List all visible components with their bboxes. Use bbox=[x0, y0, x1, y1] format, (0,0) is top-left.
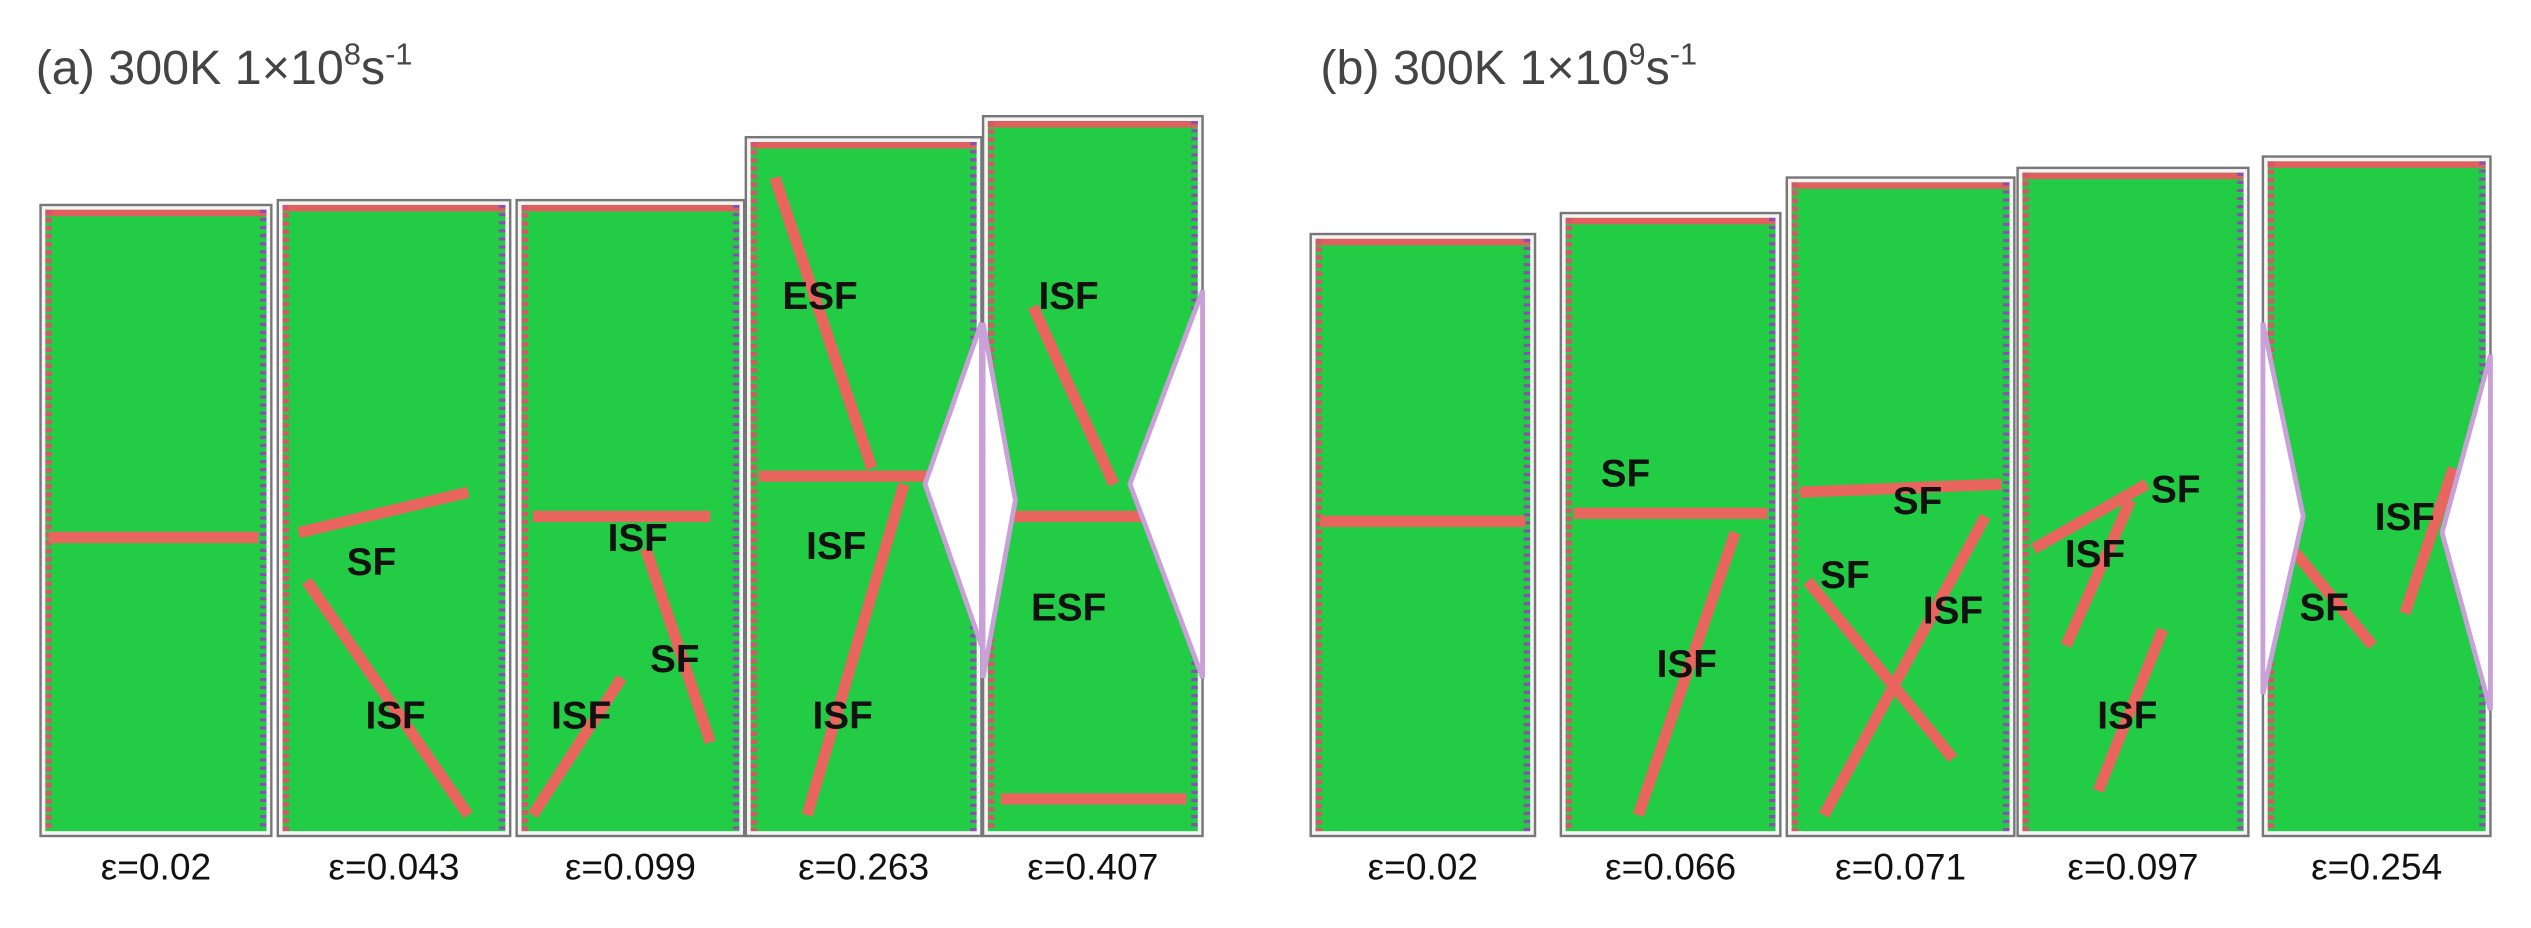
defect-label: SF bbox=[2151, 468, 2200, 511]
surface-top bbox=[282, 204, 506, 212]
crystal bbox=[1565, 217, 1776, 832]
surface-top bbox=[1791, 182, 2010, 189]
strain-label: ε=0.043 bbox=[328, 846, 459, 888]
stacking-fault bbox=[1632, 530, 1741, 817]
snapshot: ISF SF bbox=[2260, 155, 2493, 838]
strain-label: ε=0.02 bbox=[101, 846, 211, 888]
neck-notch bbox=[1127, 289, 1205, 679]
strain-label: ε=0.263 bbox=[798, 846, 929, 888]
snapshot: ISF SF ISF bbox=[515, 198, 746, 838]
surface-top bbox=[2022, 172, 2244, 180]
snapshot: ESF ISF ISF bbox=[744, 135, 984, 838]
defect-label: ISF bbox=[2375, 496, 2435, 539]
title-prefix: (b) 300K 1×10 bbox=[1320, 41, 1628, 95]
crystal bbox=[1791, 182, 2010, 832]
crystal bbox=[1315, 238, 1531, 832]
stacking-fault bbox=[769, 175, 878, 470]
surface-top bbox=[45, 209, 267, 217]
title-unit: s bbox=[361, 41, 385, 95]
stacking-fault bbox=[2030, 479, 2150, 554]
title-exponent: 9 bbox=[1629, 38, 1646, 72]
surface-top bbox=[1315, 238, 1531, 246]
defect-label: SF bbox=[2299, 586, 2348, 629]
defect-label: ISF bbox=[2097, 694, 2157, 737]
strain-label: ε=0.066 bbox=[1605, 846, 1736, 888]
strain-label: ε=0.071 bbox=[1835, 846, 1966, 888]
defect-label: ISF bbox=[551, 694, 611, 737]
defect-label: SF bbox=[1893, 480, 1942, 523]
defect-label: ESF bbox=[782, 275, 857, 318]
defect-label: ISF bbox=[813, 694, 873, 737]
surface-top bbox=[521, 204, 740, 212]
stacking-fault bbox=[2399, 466, 2459, 616]
panel-title: (a) 300K 1×108s-1 bbox=[36, 38, 413, 95]
defect-label: ISF bbox=[608, 517, 668, 560]
stacking-fault bbox=[2060, 498, 2136, 648]
stacking-fault bbox=[297, 486, 470, 539]
snapshot bbox=[1309, 232, 1537, 838]
stacking-fault bbox=[302, 577, 473, 819]
snapshot: SF SF ISF bbox=[1785, 176, 2016, 838]
snapshot bbox=[39, 203, 273, 838]
title-unit-exponent: -1 bbox=[385, 38, 412, 72]
surface-top bbox=[2267, 161, 2486, 168]
neck-notch bbox=[2260, 322, 2306, 695]
stacking-fault bbox=[1799, 478, 2002, 498]
strain-label: ε=0.407 bbox=[1027, 846, 1158, 888]
stacking-fault bbox=[2287, 545, 2377, 650]
defect-label: SF bbox=[1820, 554, 1869, 597]
stacking-fault bbox=[801, 482, 910, 817]
surface-top bbox=[987, 121, 1198, 128]
defect-label: ISF bbox=[806, 525, 866, 568]
defect-label: ISF bbox=[365, 694, 425, 737]
snapshot: SF ISF bbox=[1559, 211, 1782, 838]
crystal bbox=[282, 204, 506, 832]
stacking-fault bbox=[1803, 577, 1958, 763]
stacking-fault bbox=[1027, 304, 1119, 487]
panel-title: (b) 300K 1×109s-1 bbox=[1320, 38, 1697, 95]
snapshot: SF ISF bbox=[276, 198, 512, 838]
defect-label: SF bbox=[650, 638, 699, 681]
defect-label: ISF bbox=[1923, 590, 1983, 633]
snapshot: ISF ESF bbox=[980, 114, 1205, 838]
crystal bbox=[45, 209, 267, 832]
strain-label: ε=0.099 bbox=[565, 846, 696, 888]
surface-top bbox=[1565, 217, 1776, 225]
title-exponent: 8 bbox=[344, 38, 361, 72]
strain-label: ε=0.254 bbox=[2311, 846, 2442, 888]
neck-notch bbox=[2439, 354, 2493, 711]
surface-top bbox=[750, 142, 977, 149]
defect-label: SF bbox=[1601, 452, 1650, 495]
defect-label: ISF bbox=[1657, 643, 1717, 686]
title-prefix: (a) 300K 1×10 bbox=[36, 41, 344, 95]
neck-notch bbox=[980, 322, 1018, 679]
defect-label: ESF bbox=[1031, 586, 1106, 629]
stacking-fault bbox=[640, 546, 716, 745]
stacking-fault bbox=[2093, 627, 2169, 793]
defect-label: ISF bbox=[1038, 275, 1098, 318]
defect-label: ISF bbox=[2065, 533, 2125, 576]
strain-label: ε=0.02 bbox=[1368, 846, 1478, 888]
title-unit-exponent: -1 bbox=[1670, 38, 1697, 72]
title-unit: s bbox=[1646, 41, 1670, 95]
stacking-fault bbox=[528, 674, 627, 819]
stacking-fault bbox=[1818, 513, 1991, 818]
defect-label: SF bbox=[347, 541, 396, 584]
snapshot: SF ISF ISF bbox=[2016, 166, 2250, 838]
strain-label: ε=0.097 bbox=[2067, 846, 2198, 888]
